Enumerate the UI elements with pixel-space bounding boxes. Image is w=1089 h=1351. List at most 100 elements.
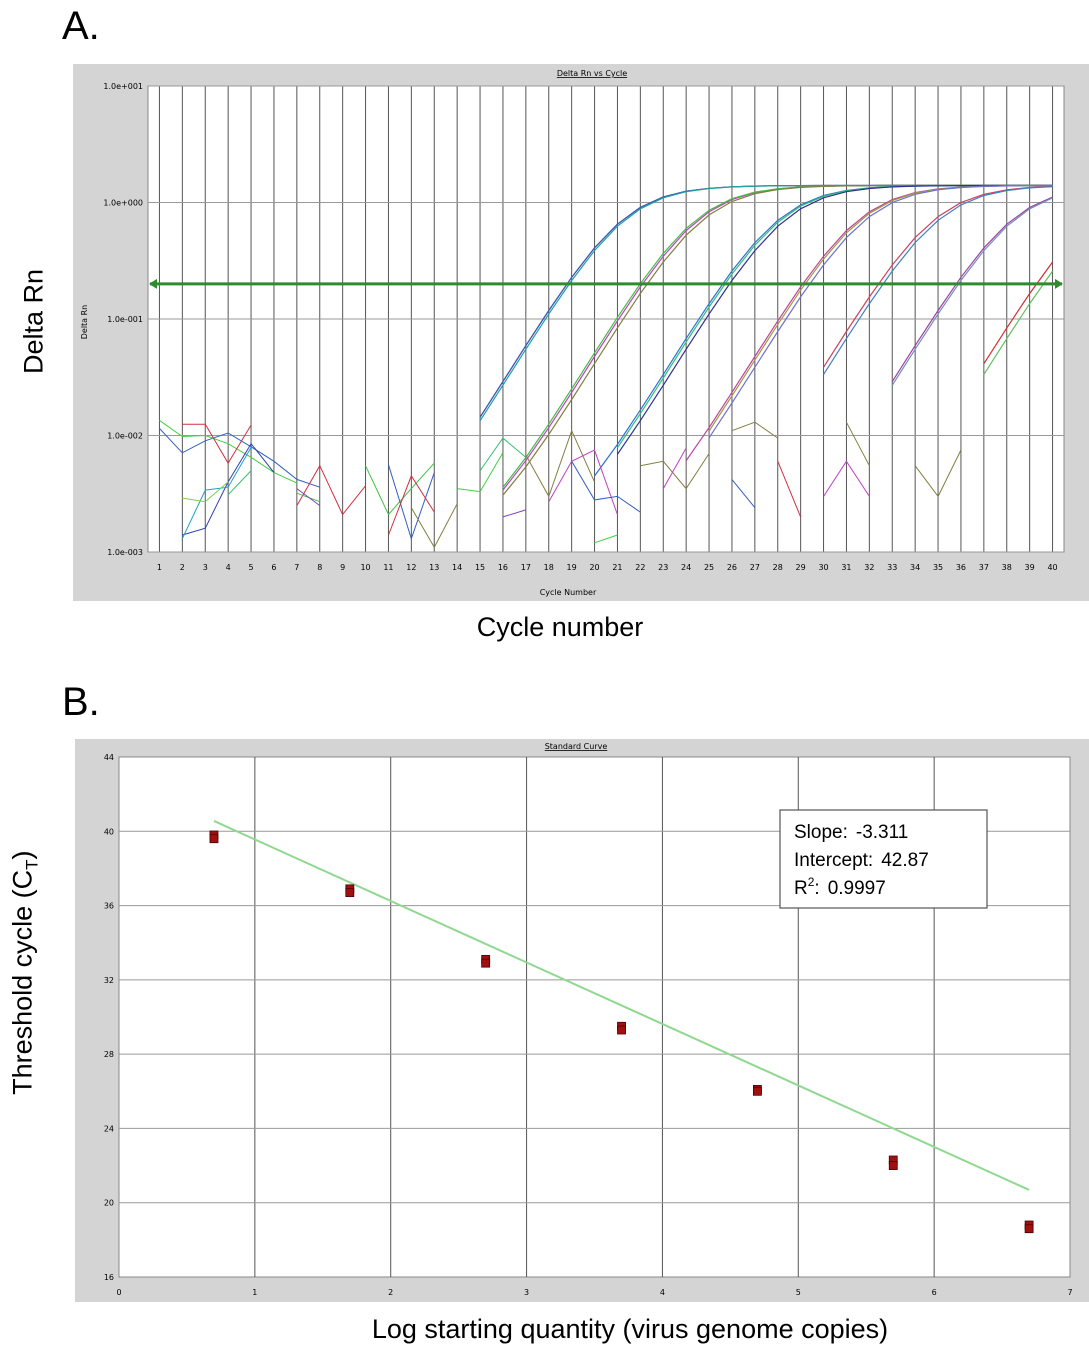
slope-label: Slope: [794,822,848,843]
standard-curve-fit-line [213,820,1030,1191]
chart-a-amplification-line [891,196,1053,382]
chart-b-points [209,830,1034,1234]
chart-a-noise-line [548,449,618,515]
chart-a-noise-line [823,460,870,497]
chart-a-xtick-label: 11 [383,563,393,572]
chart-a-noise-line [479,437,527,471]
chart-b-xtick-label: 1 [252,1288,257,1297]
chart-a-noise-line [388,474,435,536]
chart-a-xtick-label: 7 [294,563,299,572]
chart-a-amplification-line [823,186,1053,375]
chart-a-xtick-label: 19 [567,563,577,572]
chart-a-xtick-label: 16 [498,563,508,572]
chart-a-xtick-label: 22 [635,563,645,572]
chart-a-xtick-label: 31 [841,563,851,572]
chart-a-xtick-label: 27 [750,563,760,572]
chart-a-ytick-label: 1.0e-003 [107,548,143,557]
chart-a-xtick-label: 2 [180,563,185,572]
chart-a-ytick-label: 1.0e-001 [107,315,143,324]
chart-a-xtick-label: 29 [796,563,806,572]
chart-a-xtick-label: 15 [475,563,485,572]
chart-a-ytick-label: 1.0e+001 [103,82,143,91]
chart-a-xtick-label: 13 [429,563,439,572]
chart-a-amplification-line [983,270,1054,375]
chart-a-xtick-label: 33 [887,563,897,572]
chart-a-outer-xlabel: Cycle number [476,612,644,642]
standard-curve-point [345,888,355,897]
intercept-value: 42.87 [881,850,929,871]
chart-a-inner-xlabel: Cycle Number [540,588,597,597]
chart-a-noise-line [182,481,229,503]
chart-b-xtick-label: 3 [524,1288,529,1297]
chart-a-xtick-label: 1 [157,563,162,572]
standard-curve-point [752,1086,762,1096]
chart-a-xtick-label: 35 [933,563,943,572]
chart-b-ytick-label: 28 [104,1050,114,1059]
chart-a-xtick-label: 23 [658,563,668,572]
chart-a-xtick-label: 17 [521,563,531,572]
chart-a-xtick-label: 5 [249,563,254,572]
r2-colon: : [814,878,819,899]
chart-a-noise-line [159,428,320,488]
chart-a-amplification-line [891,197,1053,386]
annotation-box-border [779,809,988,909]
annotation-slope: Slope: -3.311 [794,822,908,843]
chart-a-xtick-label: 10 [360,563,370,572]
chart-a-xtick-label: 39 [1025,563,1035,572]
standard-curve-point [481,958,491,968]
chart-a-noise-line [182,423,252,465]
chart-a-xtick-label: 3 [203,563,208,572]
chart-a-xtick-label: 25 [704,563,714,572]
chart-a-xtick-label: 30 [818,563,828,572]
chart-a-noise-line [227,470,252,496]
chart-a-noise-line [777,461,802,518]
chart-a-xtick-label: 28 [773,563,783,572]
chart-a-inner-ylabel: Delta Rn [80,305,89,340]
chart-a-xtick-label: 36 [956,563,966,572]
threshold-left-arrow [149,278,157,289]
amplification-plot: 1 2 3 4 5 6 7 8 9 10 11 12 13 14 15 16 17 18 19 20 21 22 23 24 2… [73,64,1089,601]
chart-a-amplification-line [616,184,1053,455]
chart-a-noise-line [410,503,458,549]
chart-b-xtick-label: 7 [1067,1288,1072,1297]
chart-a-xtick-label: 18 [544,563,554,572]
chart-a-grid [148,85,1064,553]
chart-a-noise-line [731,479,756,509]
standard-curve-point [1024,1224,1034,1234]
panel-a-label: A. [62,4,100,48]
chart-b-ytick-label: 32 [104,976,114,985]
chart-b-xtick-label: 2 [388,1288,393,1297]
chart-b-ytick-label: 20 [104,1199,114,1208]
chart-a-xtick-label: 21 [612,563,622,572]
chart-a-noise-line [662,447,687,489]
standard-curve-point [888,1161,898,1170]
slope-value: -3.311 [856,822,908,843]
chart-a-xtick-label: 26 [727,563,737,572]
chart-a-ytick-label: 1.0e-002 [107,432,143,441]
chart-b-ytick-label: 44 [104,753,114,762]
chart-a-xtick-label: 6 [271,563,276,572]
chart-a-threshold [149,278,1063,289]
chart-a-noise-line [296,488,321,507]
r2-value: 0.9997 [828,878,886,899]
standard-curve-point [617,1025,626,1035]
chart-a-noise-line [388,464,435,541]
chart-a-noise-line [914,449,962,498]
chart-a-noise-line [457,452,504,493]
chart-b-outer-xlabel: Log starting quantity (virus genome copi… [371,1314,889,1344]
chart-b-ytick-label: 16 [104,1273,114,1282]
chart-a-title: Delta Rn vs Cycle [557,69,627,78]
chart-b-xtick-label: 0 [116,1288,121,1297]
panel-b-label: B. [62,680,100,724]
chart-a-ticks: 1 2 3 4 5 6 7 8 9 10 11 12 13 14 15 16 17 18 19 20 21 22 23 24 2… [103,82,1057,572]
chart-a-amplification-line [708,184,1053,439]
chart-b-title: Standard Curve [545,742,608,751]
chart-b-xtick-label: 6 [932,1288,937,1297]
chart-a-noise-line [731,421,779,439]
chart-a-xtick-label: 4 [226,563,231,572]
chart-a-xtick-label: 20 [589,563,599,572]
chart-b-xtick-label: 4 [660,1288,665,1297]
threshold-right-arrow [1055,278,1063,289]
annotation-intercept: Intercept: 42.87 [794,850,929,871]
